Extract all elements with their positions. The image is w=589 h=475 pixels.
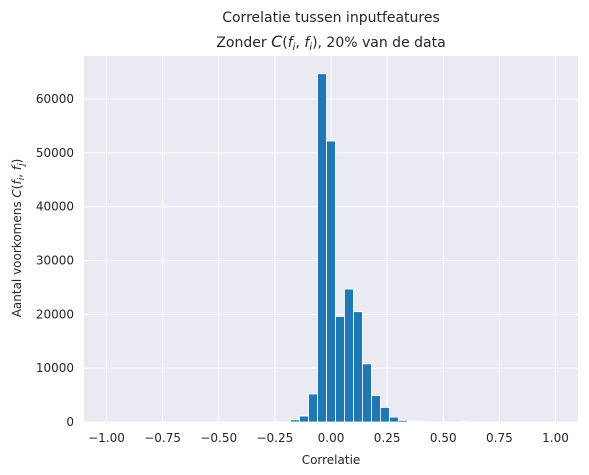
- x-tick-label: −0.50: [200, 431, 237, 445]
- x-tick-labels: −1.00 −0.75 −0.50 −0.25 0.00 0.25 0.50 0.75 1.00: [88, 431, 569, 445]
- y-axis-label: Aantal voorkomens C(fi, fj): [10, 159, 27, 318]
- histogram-bar: [362, 363, 372, 423]
- histogram-bar: [388, 416, 399, 423]
- histogram-bar: [335, 316, 345, 423]
- x-tick-label: −0.75: [144, 431, 181, 445]
- x-tick-label: 0.00: [318, 431, 345, 445]
- histogram-bar: [460, 420, 471, 423]
- y-tick-label: 40000: [36, 200, 74, 214]
- histogram-bar: [290, 419, 300, 423]
- y-tick-label: 0: [66, 415, 74, 429]
- x-tick-label: 1.00: [542, 431, 569, 445]
- y-tick-label: 50000: [36, 146, 74, 160]
- x-tick-label: 0.25: [374, 431, 401, 445]
- y-tick-label: 10000: [36, 361, 74, 375]
- histogram-bars: [290, 73, 471, 423]
- x-axis-label: Correlatie: [302, 453, 361, 467]
- histogram-bar: [308, 393, 318, 423]
- y-tick-label: 60000: [36, 92, 74, 106]
- histogram-bar: [326, 140, 336, 423]
- x-tick-label: 0.75: [486, 431, 513, 445]
- histogram-bar: [317, 73, 327, 423]
- chart-title-line2: Zonder C(fi, fi), 20% van de data: [216, 32, 445, 53]
- histogram-bar: [397, 419, 408, 423]
- histogram-bar: [371, 395, 381, 423]
- chart-title-line1: Correlatie tussen inputfeatures: [222, 10, 440, 26]
- x-tick-label: 0.50: [430, 431, 457, 445]
- histogram-bar: [406, 420, 417, 423]
- y-tick-label: 30000: [36, 254, 74, 268]
- x-tick-label: −1.00: [88, 431, 125, 445]
- y-tick-label: 20000: [36, 307, 74, 321]
- histogram-bar: [299, 415, 309, 423]
- y-tick-labels: 0 10000 20000 30000 40000 50000 60000: [36, 92, 74, 429]
- histogram-bar: [379, 407, 390, 423]
- histogram-bar: [353, 311, 363, 423]
- x-tick-label: −0.25: [256, 431, 293, 445]
- histogram-bar: [344, 288, 354, 423]
